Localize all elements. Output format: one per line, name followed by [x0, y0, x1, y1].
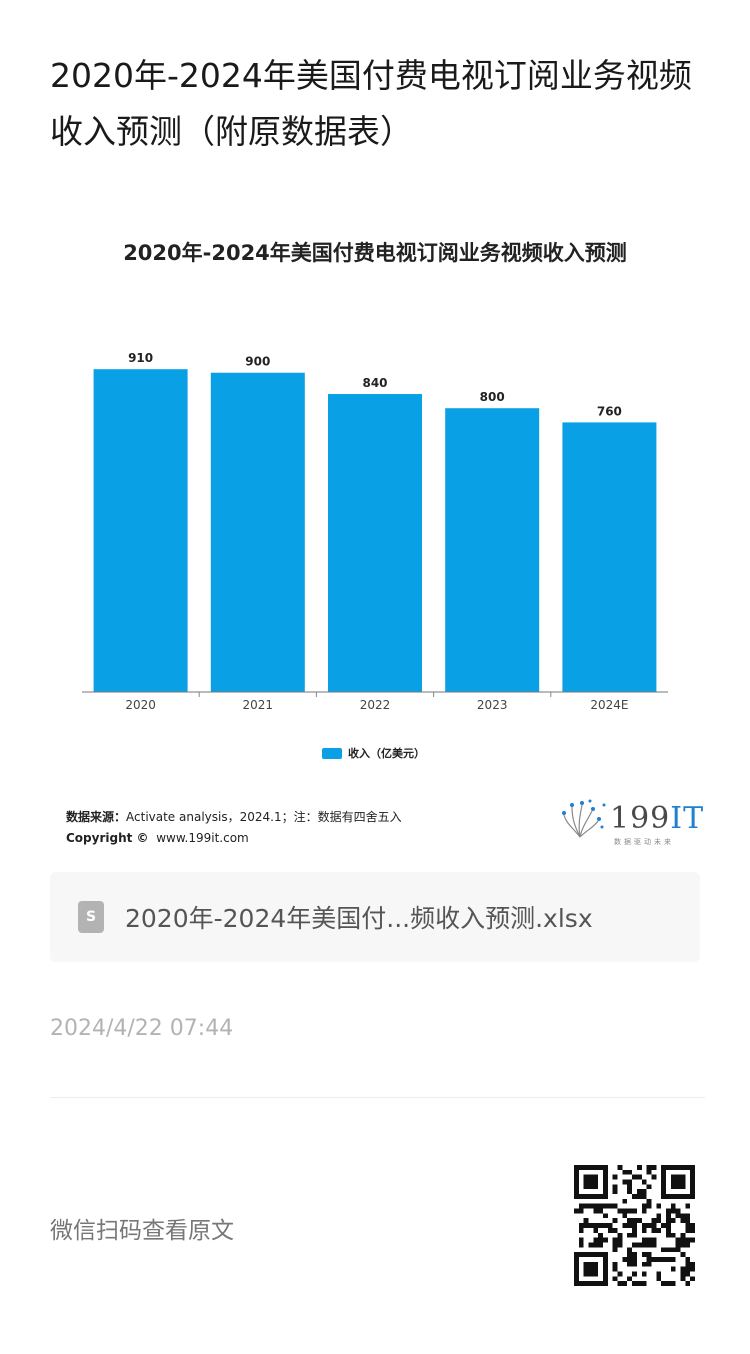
bar-2023: [445, 408, 540, 692]
source-text: Activate analysis，2024.1；注：数据有四舍五入: [126, 810, 402, 824]
brand-logo: 199IT 数据驱动未来: [560, 797, 703, 847]
x-tick-label-2023: 2023: [477, 698, 508, 712]
chart-title: 2020年-2024年美国付费电视订阅业务视频收入预测: [123, 241, 627, 265]
attachment-file[interactable]: S 2020年-2024年美国付...频收入预测.xlsx: [50, 872, 700, 962]
legend-swatch: [322, 747, 342, 759]
legend: 收入（亿美元）: [322, 745, 425, 761]
bar-2021: [210, 372, 305, 692]
logo-wordmark: 199IT: [610, 801, 705, 836]
data-label-2023: 800: [480, 390, 505, 404]
dandelion-logo-icon: [562, 799, 606, 838]
logo-tagline: 数据驱动未来: [614, 838, 674, 846]
qr-code[interactable]: [574, 1165, 695, 1286]
legend-label: 收入（亿美元）: [348, 747, 425, 760]
attachment-file-name: 2020年-2024年美国付...频收入预测.xlsx: [125, 904, 593, 933]
x-tick-label-2022: 2022: [360, 698, 391, 712]
article-title: 2020年-2024年美国付费电视订阅业务视频收入预测（附原数据表）: [50, 56, 692, 151]
data-label-2022: 840: [362, 376, 387, 390]
x-tick-label-2021: 2021: [243, 698, 274, 712]
x-tick-label-2024E: 2024E: [590, 698, 628, 712]
bar-2022: [328, 394, 422, 692]
bar-chart: 910 2020 900 2021 840 2022 800 2023 760 2024E: [82, 351, 668, 712]
bar-2024E: [562, 422, 657, 692]
spreadsheet-file-icon: S: [78, 901, 104, 933]
source-note: 数据来源：Activate analysis，2024.1；注：数据有四舍五入 …: [66, 807, 402, 849]
data-label-2020: 910: [128, 351, 153, 365]
bar-2020: [93, 369, 188, 692]
divider: [50, 1097, 705, 1098]
publish-timestamp: 2024/4/22 07:44: [50, 1016, 234, 1041]
data-label-2021: 900: [245, 355, 270, 369]
copyright-label: Copyright ©: [66, 831, 149, 845]
data-label-2024E: 760: [597, 404, 622, 418]
chart-image: 2020年-2024年美国付费电视订阅业务视频收入预测 910 2020 900 20…: [50, 215, 703, 855]
source-label: 数据来源：: [66, 810, 127, 824]
read-original-hint: 微信扫码查看原文: [50, 1218, 234, 1244]
x-tick-label-2020: 2020: [125, 698, 156, 712]
copyright-site: www.199it.com: [156, 831, 249, 845]
